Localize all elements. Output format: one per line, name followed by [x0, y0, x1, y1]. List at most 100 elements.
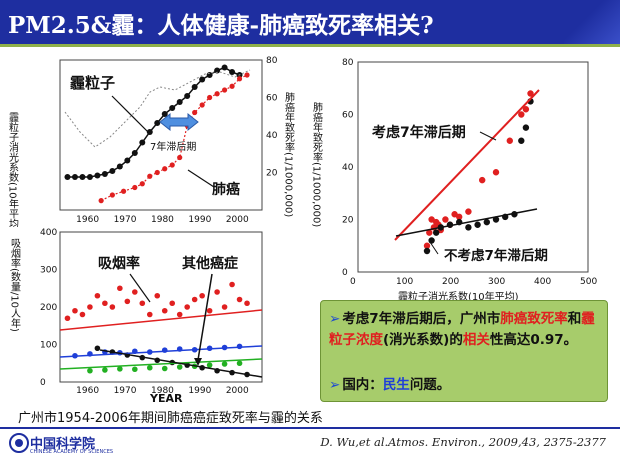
point-cancer — [192, 109, 198, 116]
haze-reference-dotted — [64, 69, 251, 148]
bullet-domestic: ➢ 国内：民生问题。 — [329, 377, 451, 393]
point-series-0 — [236, 296, 243, 303]
point-series-0 — [132, 289, 138, 295]
x-tick-1960: 1960 — [76, 215, 99, 225]
point-series-0 — [139, 300, 146, 307]
right-y-tick-40: 40 — [266, 131, 278, 141]
bullet-arrow-icon: ➢ — [329, 311, 341, 327]
label-cancer: 肺癌 — [212, 181, 240, 198]
citation: D. Wu,et al.Atmos. Environ., 2009,43, 23… — [320, 435, 606, 449]
point-haze — [176, 99, 183, 105]
point-haze — [139, 139, 146, 146]
point-series-0 — [527, 90, 534, 97]
point-cancer — [162, 166, 168, 172]
right-y-tick-80: 80 — [266, 56, 278, 66]
point-cancer — [177, 154, 183, 161]
point-series-0 — [161, 307, 168, 314]
point-series-0 — [154, 292, 161, 299]
point-series-0 — [102, 300, 108, 307]
point-series-0 — [492, 169, 500, 176]
point-cancer — [169, 162, 175, 168]
x-tick-300: 300 — [488, 277, 505, 287]
trend-without-lag — [395, 208, 538, 237]
point-cancer — [207, 94, 213, 101]
pointer-smoking — [129, 273, 151, 303]
point-series-0 — [221, 304, 228, 310]
x-tick-1980: 1980 — [151, 215, 174, 225]
y-tick-100: 100 — [40, 341, 57, 351]
trend-smoking — [59, 309, 263, 331]
point-haze — [214, 67, 221, 74]
point-series-0 — [199, 292, 205, 299]
corner-decoration — [564, 0, 620, 44]
point-haze — [79, 174, 86, 180]
right-y-label: 肺癌年致死率(1/1000,000) — [283, 92, 295, 218]
point-series-0 — [146, 311, 153, 318]
right-y-tick-60: 60 — [266, 94, 278, 104]
point-series-0 — [72, 307, 78, 314]
point-series-0 — [229, 281, 235, 288]
point-series-0 — [64, 315, 71, 322]
point-cancer — [221, 87, 228, 93]
trend-blue — [59, 345, 263, 358]
logo-subtitle: CHINESE ACADEMY OF SCIENCES — [30, 449, 114, 455]
point-series-0 — [214, 289, 220, 295]
x-tick-400: 400 — [534, 277, 551, 287]
left-y-label: 肺癌年致死率(1/1000,000) — [311, 102, 323, 228]
lag-arrow — [159, 112, 199, 132]
left-y-label: 吸烟率(数量/10人年) — [9, 238, 21, 332]
point-series-0 — [456, 213, 463, 221]
plot-frame — [357, 61, 589, 273]
point-series-0 — [191, 296, 198, 303]
chart-smoking-othercancer: 0 100 200 300 400 1960 1970 1980 1990 2000 吸烟率 其… — [9, 228, 263, 405]
y-tick-400: 400 — [40, 228, 57, 238]
point-series-0 — [184, 304, 190, 310]
point-cancer — [214, 91, 220, 97]
point-series-1 — [518, 137, 525, 144]
point-series-0 — [117, 285, 123, 292]
x-tick-1990: 1990 — [188, 386, 211, 396]
label-other: 其他癌症 — [182, 255, 238, 272]
trend-other — [99, 349, 263, 378]
x-tick-labels: 0 100 200 300 400 500 — [350, 277, 597, 287]
pointer-with-lag — [479, 131, 497, 141]
point-haze — [169, 105, 176, 111]
point-series-2 — [146, 364, 153, 371]
point-series-0 — [442, 216, 449, 223]
bullet-arrow-icon: ➢ — [329, 377, 341, 393]
point-haze — [184, 93, 191, 99]
point-cancer — [132, 184, 138, 191]
point-series-2 — [87, 367, 93, 374]
point-series-0 — [426, 229, 433, 236]
y-tick-300: 300 — [40, 266, 57, 276]
y-tick-20: 20 — [342, 216, 354, 226]
x-tick-100: 100 — [396, 277, 413, 287]
point-series-2 — [102, 367, 108, 373]
point-series-2 — [176, 364, 183, 370]
point-haze — [131, 150, 138, 156]
point-haze — [109, 168, 116, 174]
x-tick-labels: 1960 1970 1980 1990 2000 — [76, 215, 249, 225]
point-haze — [86, 174, 93, 180]
point-haze — [116, 163, 123, 170]
series-group — [64, 281, 250, 378]
trend-green — [59, 358, 263, 370]
right-y-tick-labels: 20 40 60 80 — [266, 56, 278, 179]
x-tick-1970: 1970 — [114, 215, 137, 225]
pointer-haze — [111, 95, 149, 133]
y-tick-80: 80 — [342, 58, 354, 68]
point-series-0 — [465, 208, 472, 215]
x-tick-1960: 1960 — [76, 386, 99, 396]
figure-caption: 广州市1954-2006年期间肺癌癌症致死率与霾的关系 — [18, 411, 323, 426]
x-tick-2000: 2000 — [226, 215, 249, 225]
pointer-cancer — [187, 169, 215, 188]
footer-divider — [0, 427, 620, 429]
point-cancer — [236, 76, 243, 82]
point-series-0 — [244, 300, 250, 307]
right-y-tick-20: 20 — [266, 169, 278, 179]
title-bar — [0, 0, 620, 44]
y-tick-0: 0 — [40, 378, 46, 388]
point-cancer — [139, 181, 145, 187]
point-series-0 — [506, 137, 513, 144]
point-series-2 — [236, 360, 243, 367]
